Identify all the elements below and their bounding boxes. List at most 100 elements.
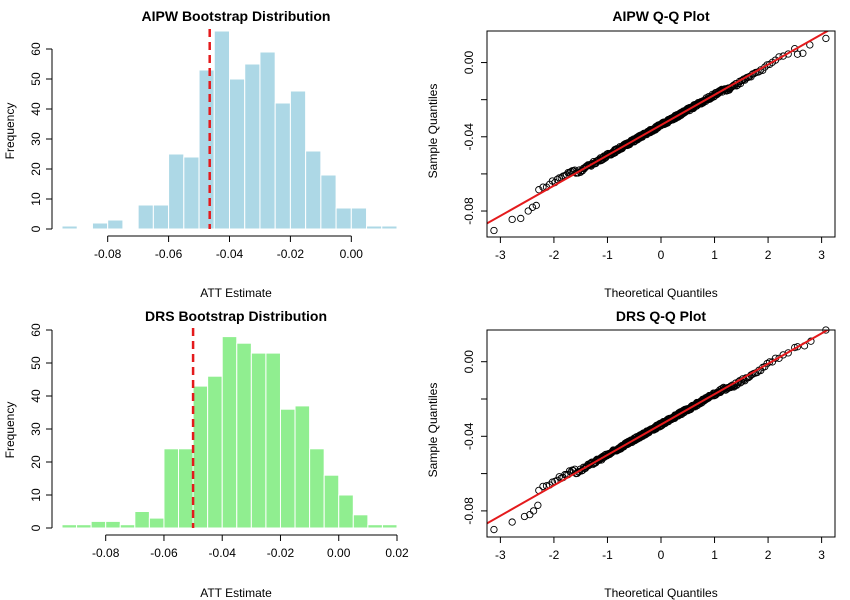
qq-point (793, 343, 802, 351)
x-tick-label: -2 (549, 548, 560, 562)
qq-point (793, 50, 802, 58)
x-tick-label: -1 (602, 548, 613, 562)
aipw-hist-panel: AIPW Bootstrap Distribution ATT Estimate… (3, 8, 398, 300)
x-tick-label: 0 (658, 248, 665, 262)
qq-point (822, 34, 830, 43)
hist-bar (105, 520, 121, 529)
hist-bar (119, 524, 136, 529)
hist-bar (309, 448, 325, 529)
aipw-qq-axes: -3 -2 -1 0 1 2 3 -0.08 -0.04 0.00 (462, 30, 836, 262)
qq-point (532, 201, 540, 210)
drs-qq-plot (487, 326, 830, 534)
hist-bar (61, 524, 78, 529)
qq-point (520, 512, 529, 521)
x-tick-label: -2 (549, 248, 560, 262)
y-tick-label: 10 (29, 488, 43, 502)
y-tick-label: 30 (29, 422, 43, 436)
hist-bar (381, 524, 398, 529)
qq-point (529, 507, 538, 515)
x-tick-label: 0.00 (327, 546, 351, 560)
x-tick-label: 0 (658, 548, 665, 562)
x-tick-label: 0.00 (340, 247, 364, 261)
aipw-qq-panel: AIPW Q-Q Plot Theoretical Quantiles Samp… (426, 8, 836, 300)
qq-point (539, 183, 547, 191)
y-tick-label: -0.08 (462, 197, 476, 225)
hist-bar (274, 102, 291, 230)
x-tick-label: -0.02 (277, 247, 305, 261)
hist-bar (352, 514, 369, 529)
hist-bar (289, 90, 307, 230)
x-tick-label: -0.08 (92, 546, 120, 560)
aipw-qq-plot (487, 31, 830, 235)
hist-bar (152, 204, 170, 230)
y-tick-label: 10 (29, 192, 43, 206)
aipw-hist-title: AIPW Bootstrap Distribution (142, 8, 331, 24)
drs-hist-ylabel: Frequency (3, 402, 17, 459)
hist-bar (229, 78, 246, 230)
qq-point (490, 226, 498, 235)
drs-hist-title: DRS Bootstrap Distribution (145, 308, 327, 324)
aipw-hist-xlabel: ATT Estimate (200, 286, 272, 300)
hist-bar (148, 517, 165, 529)
x-tick-label: 1 (711, 548, 718, 562)
drs-hist-bars (61, 328, 398, 529)
hist-bar (213, 30, 230, 230)
x-tick-label: -3 (495, 248, 506, 262)
x-tick-label: -0.04 (209, 546, 237, 560)
aipw-hist-bars (61, 29, 398, 230)
y-tick-label: -0.04 (462, 123, 476, 151)
qq-point (535, 186, 543, 194)
y-tick-label: 50 (29, 356, 43, 370)
hist-bar (192, 385, 209, 529)
hist-bar (265, 352, 281, 529)
qq-point (524, 207, 532, 215)
qq-point (539, 482, 547, 491)
x-tick-label: -0.04 (216, 247, 244, 261)
hist-bar (76, 524, 92, 529)
x-tick-label: 3 (818, 248, 825, 262)
hist-bar (178, 448, 194, 529)
x-tick-label: 2 (765, 248, 772, 262)
qq-reference-line (487, 31, 830, 225)
hist-bar (279, 408, 296, 529)
x-tick-label: -0.06 (150, 546, 178, 560)
hist-bar (381, 225, 398, 230)
drs-hist-panel: DRS Bootstrap Distribution ATT Estimate … (3, 308, 409, 600)
hist-bar (207, 375, 223, 529)
drs-qq-ylabel: Sample Quantiles (426, 383, 440, 478)
y-tick-label: 30 (29, 132, 43, 146)
x-tick-label: 1 (711, 248, 718, 262)
drs-hist-xlabel: ATT Estimate (200, 586, 272, 600)
x-tick-label: 3 (818, 548, 825, 562)
y-tick-label: 20 (29, 455, 43, 469)
drs-qq-panel: DRS Q-Q Plot Theoretical Quantiles Sampl… (426, 308, 836, 600)
hist-bar (183, 156, 200, 230)
qq-point (517, 214, 525, 223)
plot-frame (486, 329, 836, 538)
drs-qq-xlabel: Theoretical Quantiles (604, 586, 717, 600)
y-tick-label: 20 (29, 162, 43, 176)
x-tick-label: -1 (602, 248, 613, 262)
x-tick-label: -3 (495, 548, 506, 562)
x-tick-label: 0.02 (385, 546, 409, 560)
x-tick-label: -0.08 (94, 247, 122, 261)
y-tick-label: 40 (29, 389, 43, 403)
hist-bar (107, 219, 124, 230)
qq-reference-line (487, 330, 830, 525)
hist-bar (259, 51, 276, 230)
drs-qq-axes: -3 -2 -1 0 1 2 3 -0.08 -0.04 0.00 (462, 329, 836, 562)
qq-point (565, 467, 574, 475)
y-tick-label: 40 (29, 102, 43, 116)
y-tick-label: -0.04 (462, 422, 476, 450)
y-tick-label: 0 (29, 524, 43, 531)
qq-point (526, 510, 534, 519)
hist-bar (221, 336, 238, 529)
y-tick-label: 60 (29, 323, 43, 337)
x-tick-label: -0.06 (155, 247, 183, 261)
hist-bar (91, 222, 109, 230)
qq-point (534, 501, 542, 509)
hist-bar (198, 69, 215, 230)
hist-bar (305, 150, 322, 230)
hist-bar (294, 405, 311, 529)
